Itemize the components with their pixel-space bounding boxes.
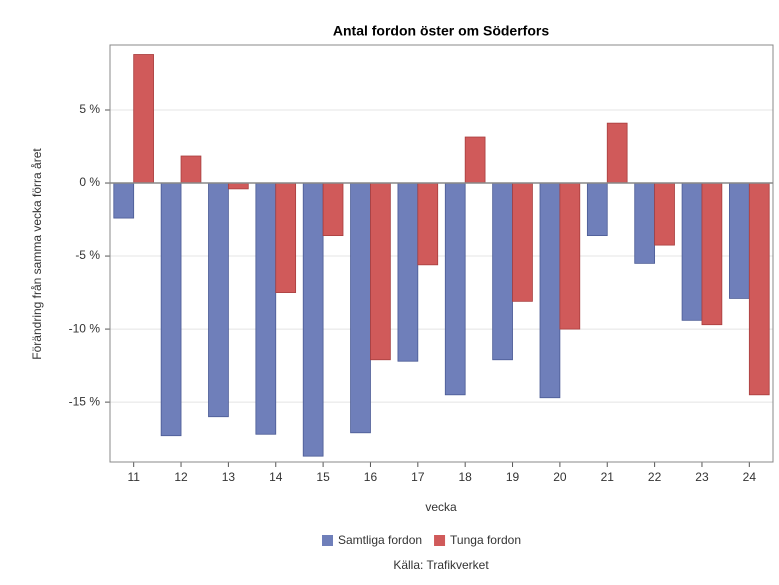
y-tick-label: 5 % <box>79 102 100 116</box>
bar <box>606 122 628 184</box>
x-tick-label: 15 <box>316 470 330 484</box>
bar <box>512 182 533 302</box>
x-tick-label: 12 <box>174 470 188 484</box>
bar <box>227 182 249 190</box>
x-tick-label: 17 <box>411 470 425 484</box>
x-tick-label: 18 <box>458 470 472 484</box>
bar <box>180 155 202 184</box>
y-tick-label: -10 % <box>69 321 101 335</box>
y-axis-label: Förändring från samma vecka förra året <box>30 148 44 360</box>
source: Källa: Trafikverket <box>393 558 489 572</box>
bar <box>350 182 371 434</box>
bar <box>370 182 391 361</box>
x-tick-label: 22 <box>648 470 662 484</box>
legend-label: Samtliga fordon <box>338 533 422 547</box>
bar <box>559 182 581 330</box>
x-tick-label: 16 <box>364 470 378 484</box>
bar <box>275 182 297 293</box>
bar <box>701 182 723 326</box>
x-tick-label: 19 <box>506 470 520 484</box>
bar <box>492 182 513 361</box>
x-tick-label: 11 <box>127 470 140 484</box>
bar <box>748 182 770 396</box>
y-tick-label: -5 % <box>75 248 100 262</box>
legend-label: Tunga fordon <box>450 533 521 547</box>
bar <box>160 182 182 437</box>
bar <box>302 182 324 457</box>
x-tick-label: 13 <box>222 470 236 484</box>
x-tick-label: 24 <box>743 470 757 484</box>
x-axis-label: vecka <box>425 500 457 514</box>
bar <box>133 54 154 184</box>
bar <box>464 136 486 184</box>
bar <box>208 182 229 418</box>
bar <box>255 182 277 435</box>
bar <box>539 182 561 399</box>
bar <box>397 182 419 362</box>
bar <box>654 182 675 246</box>
bar <box>444 182 466 396</box>
x-tick-label: 23 <box>695 470 709 484</box>
x-tick-label: 20 <box>553 470 567 484</box>
bar <box>634 182 656 264</box>
x-tick-label: 14 <box>269 470 283 484</box>
y-tick-label: 0 % <box>79 175 100 189</box>
x-tick-label: 21 <box>601 470 615 484</box>
y-tick-label: -15 % <box>69 394 101 408</box>
chart-title: Antal fordon öster om Söderfors <box>333 23 549 39</box>
plot-frame <box>109 44 774 463</box>
bar <box>729 182 750 299</box>
bar <box>417 182 439 266</box>
bar <box>322 182 344 237</box>
bar <box>586 182 608 237</box>
bar <box>681 182 703 321</box>
legend-swatch <box>322 535 333 546</box>
legend-swatch <box>434 535 446 546</box>
bar <box>113 182 135 219</box>
